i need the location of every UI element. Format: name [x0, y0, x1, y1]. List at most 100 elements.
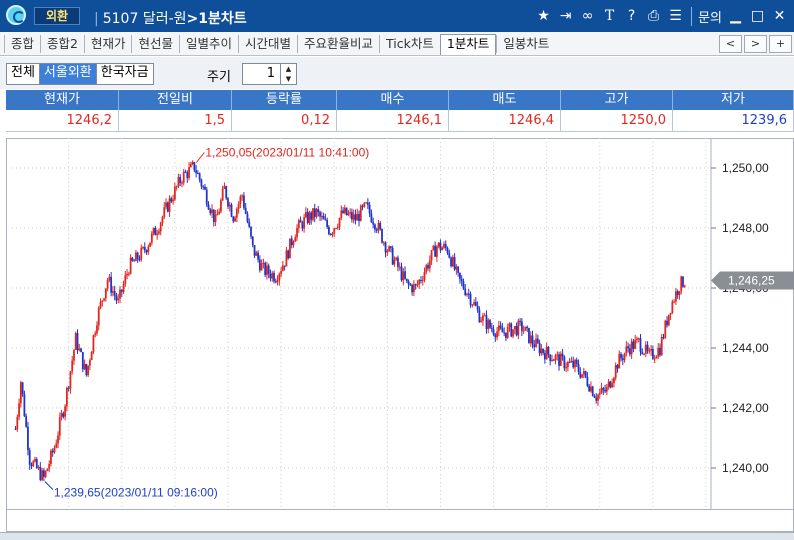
tab-summary2[interactable]: 종합2	[40, 35, 84, 53]
candle-body	[283, 265, 286, 267]
period-spinner[interactable]: ▲ ▼	[280, 64, 296, 84]
candle-body	[64, 406, 67, 417]
help-icon[interactable]: ?	[627, 8, 636, 24]
tab-by-time[interactable]: 시간대별	[238, 35, 297, 53]
candle-body	[138, 259, 141, 261]
market-all-button[interactable]: 전체	[7, 64, 40, 84]
candle-body	[39, 467, 42, 480]
candle-body	[402, 271, 405, 281]
bottom-scrollbar[interactable]	[0, 532, 794, 540]
spin-up-icon[interactable]: ▲	[285, 65, 292, 73]
candle-body	[16, 416, 19, 430]
candle-body	[347, 213, 350, 215]
candle-body	[349, 212, 352, 214]
candle-body	[170, 198, 173, 202]
star-icon[interactable]: ★	[537, 8, 550, 24]
candle-body	[55, 443, 58, 448]
candle-body	[255, 252, 258, 256]
text-icon[interactable]: T	[604, 8, 615, 24]
candle-body	[335, 228, 337, 230]
candle-body	[159, 222, 162, 232]
market-korea-money-button[interactable]: 한국자금	[96, 64, 153, 84]
candle-body	[131, 257, 134, 261]
candle-body	[529, 335, 532, 343]
candle-body	[478, 309, 481, 323]
candle-body	[172, 199, 175, 202]
minimize-icon[interactable]: ▁	[730, 8, 741, 24]
candle-body	[163, 207, 166, 217]
candle-body	[276, 280, 279, 283]
candle-body	[676, 291, 679, 296]
market-seoul-fx-button[interactable]: 서울외환	[39, 64, 97, 84]
candle-body	[577, 364, 580, 373]
candle-body	[313, 208, 316, 217]
candle-body	[556, 354, 559, 356]
candle-body	[657, 347, 660, 357]
candle-body	[513, 326, 516, 330]
candle-body	[446, 247, 449, 253]
candle-body	[127, 273, 130, 275]
candle-body	[198, 173, 201, 180]
tab-tick-chart[interactable]: Tick차트	[379, 35, 440, 53]
candle-body	[320, 215, 323, 217]
candle-body	[535, 338, 537, 348]
list-icon[interactable]: ☰	[669, 8, 682, 24]
candle-body	[106, 279, 109, 289]
close-icon[interactable]: ✕	[773, 8, 786, 24]
candle-body	[476, 305, 479, 310]
candle-body	[405, 278, 408, 282]
candle-body	[329, 234, 332, 236]
candle-body	[586, 376, 589, 386]
candle-body	[395, 257, 398, 260]
candle-body	[542, 348, 545, 354]
tab-navigation: < > +	[719, 35, 792, 53]
tab-daily-trend[interactable]: 일별추이	[179, 35, 238, 53]
candle-body	[14, 429, 17, 430]
tab-current-price[interactable]: 현재가	[83, 35, 132, 53]
candle-body	[76, 333, 79, 351]
candle-body	[375, 229, 378, 231]
candle-body	[324, 219, 327, 221]
candle-body	[358, 213, 360, 222]
candle-body	[538, 342, 541, 354]
candle-body	[508, 323, 511, 327]
tab-rate-compare[interactable]: 주요환율비교	[297, 35, 379, 53]
tab-1min-chart[interactable]: 1분차트	[439, 34, 497, 55]
candle-body	[552, 359, 555, 361]
candle-body	[104, 288, 107, 299]
candle-body	[53, 447, 56, 453]
candle-body	[285, 250, 288, 267]
print-icon[interactable]: ⎙	[647, 8, 660, 24]
candle-body	[572, 360, 575, 368]
candle-body	[69, 371, 72, 389]
tab-add-button[interactable]: +	[769, 35, 792, 53]
tab-next-button[interactable]: >	[744, 35, 767, 53]
candle-body	[409, 284, 412, 286]
tab-summary[interactable]: 종합	[4, 35, 40, 53]
tab-spot-futures[interactable]: 현선물	[131, 35, 179, 53]
candle-body	[196, 173, 199, 175]
maximize-icon[interactable]: □	[750, 8, 765, 24]
period-value[interactable]: 1	[266, 66, 275, 81]
inquiry-button[interactable]: 문의	[691, 7, 722, 26]
link-icon[interactable]: ∞	[581, 8, 594, 24]
export-icon[interactable]: ⇥	[559, 8, 572, 24]
tab-prev-button[interactable]: <	[719, 35, 742, 53]
candle-body	[648, 350, 651, 352]
candle-body	[317, 209, 320, 213]
candle-body	[575, 359, 578, 365]
candle-body	[78, 348, 81, 351]
candle-body	[322, 215, 325, 220]
period-stepper[interactable]: 1 ▲ ▼	[242, 63, 297, 85]
candle-body	[315, 209, 318, 217]
candle-body	[543, 353, 546, 360]
tab-daily-chart[interactable]: 일봉차트	[496, 35, 555, 53]
candle-body	[269, 273, 272, 279]
candle-body	[273, 272, 275, 282]
forex-menu-badge[interactable]: 외환	[34, 7, 80, 25]
spin-down-icon[interactable]: ▼	[285, 75, 292, 83]
candle-body	[44, 470, 47, 477]
candle-body	[416, 284, 419, 286]
candle-body	[97, 307, 100, 326]
candlestick-chart[interactable]: 1,250,001,248,001,246,001,244,001,242,00…	[6, 138, 794, 532]
